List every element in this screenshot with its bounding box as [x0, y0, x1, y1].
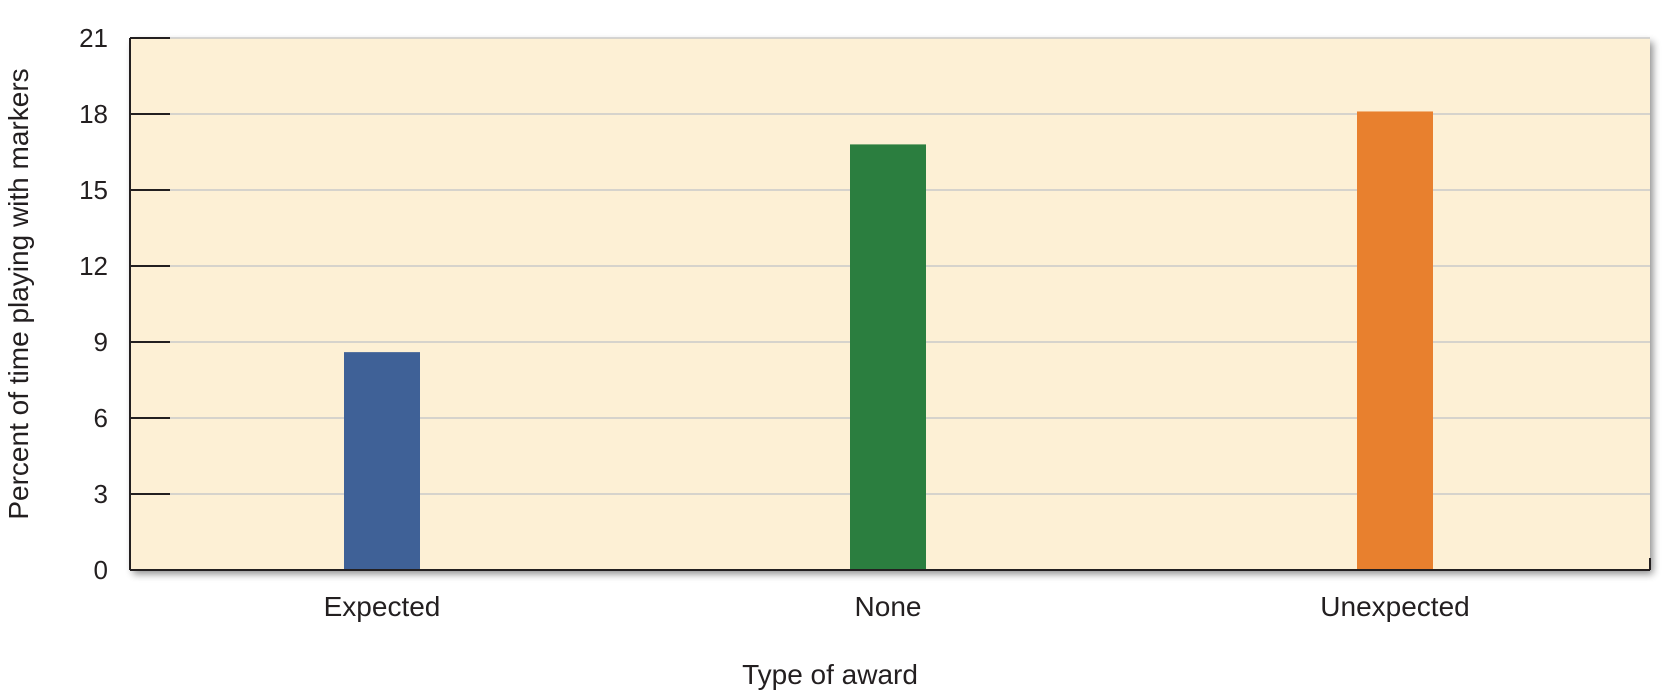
y-tick-label: 3: [94, 479, 108, 509]
x-tick-label: Unexpected: [1320, 591, 1469, 622]
bars: [344, 111, 1433, 570]
x-tick-label: None: [855, 591, 922, 622]
x-tick-label: Expected: [324, 591, 441, 622]
bar-unexpected: [1357, 111, 1433, 570]
bar-expected: [344, 352, 420, 570]
y-axis-title: Percent of time playing with markers: [3, 68, 34, 519]
y-tick-label: 15: [79, 175, 108, 205]
y-tick-label: 0: [94, 555, 108, 585]
bar-none: [850, 144, 926, 570]
y-tick-label: 21: [79, 23, 108, 53]
y-tick-label: 18: [79, 99, 108, 129]
axes: [129, 38, 1651, 571]
x-axis-title: Type of award: [742, 659, 918, 690]
y-tick-label: 12: [79, 251, 108, 281]
y-axis-ticks: 0 3 6 9 12 15 18 21: [79, 23, 170, 585]
y-tick-label: 6: [94, 403, 108, 433]
x-axis-labels: Expected None Unexpected: [324, 591, 1470, 622]
y-tick-label: 9: [94, 327, 108, 357]
